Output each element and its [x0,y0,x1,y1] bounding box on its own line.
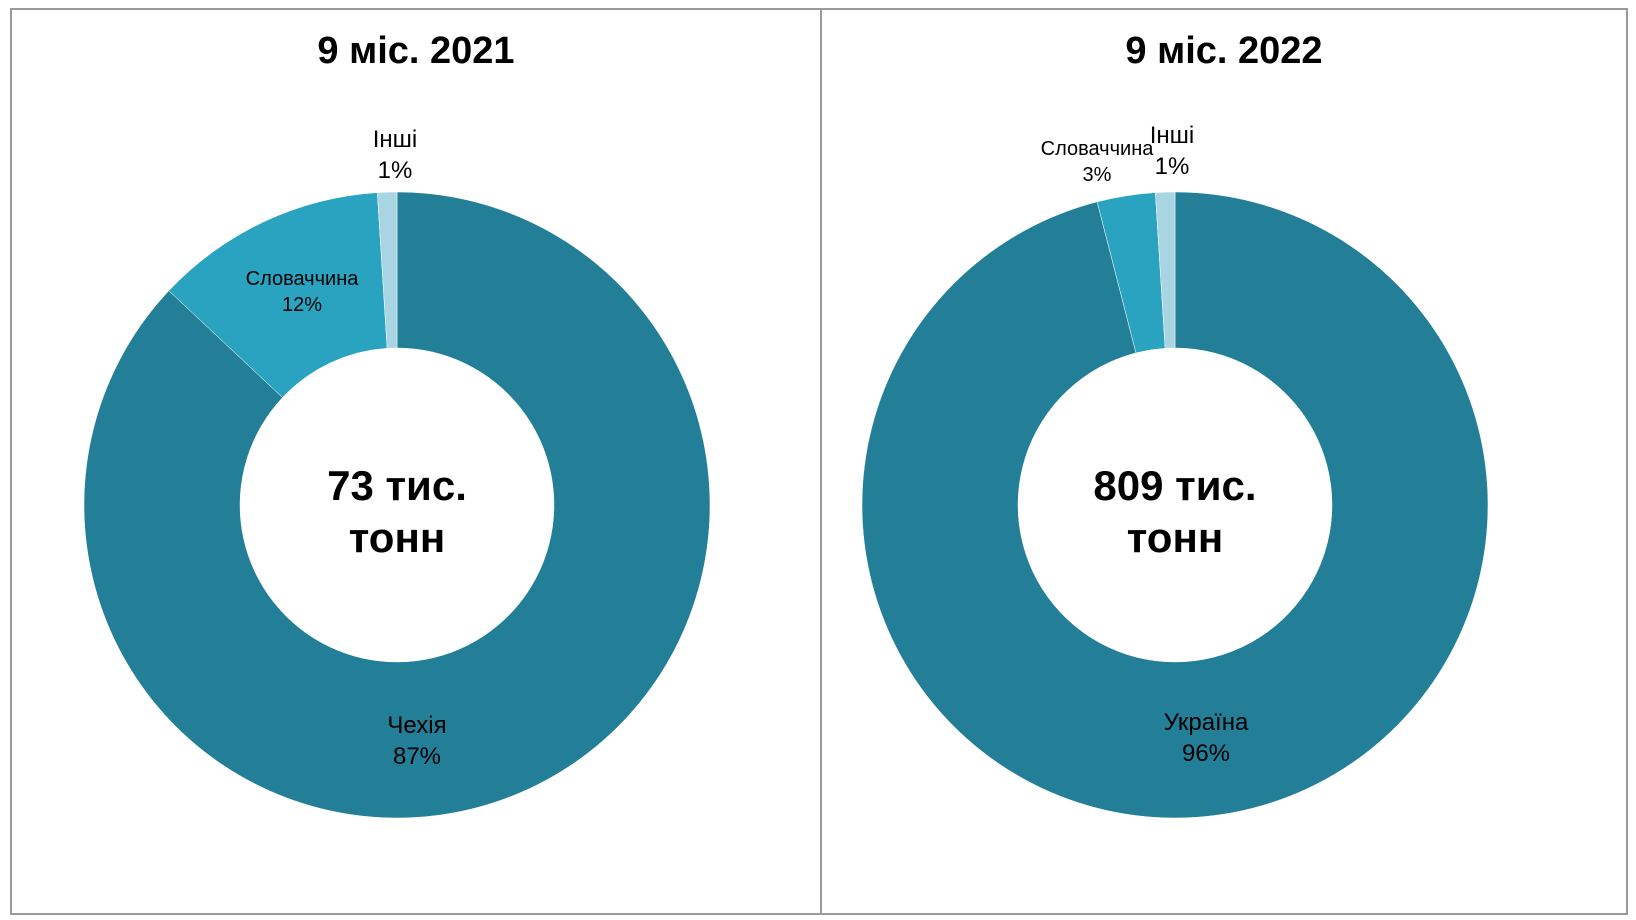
chart-title: 9 міс. 2022 [1125,30,1323,72]
slice-label-slovakia: Словаччина 12% [246,266,359,318]
chart-panel-2022: 9 міс. 2022 809 тис. тонн Україна 96% Сл… [820,8,1628,915]
slice-name: Словаччина [1040,138,1154,160]
slice-label-ukraine: Україна 96% [1164,707,1249,769]
donut-chart-2021 [83,191,711,819]
slice-others [1155,191,1176,349]
center-total-unit: тонн [1126,514,1224,561]
slice-value: 87% [392,743,442,771]
slice-name: Інші [372,126,418,153]
donut-center-total: 809 тис. тонн [1025,460,1325,564]
slice-czechia [83,191,711,819]
chart-title: 9 міс. 2021 [317,30,515,72]
slice-value: 96% [1181,740,1231,768]
donut-chart-2022 [861,191,1489,819]
slice-label-others: Інші 1% [1150,120,1195,182]
slice-label-czechia: Чехія 87% [387,710,446,772]
slice-name: Україна [1163,709,1249,736]
cropped-heading-strip [0,0,1636,6]
slice-value: 1% [377,157,413,185]
slice-label-others: Інші 1% [373,124,418,186]
slice-name: Чехія [387,712,447,739]
slice-others [377,191,398,349]
slice-label-slovakia: Словаччина 3% [1041,136,1154,188]
slice-value: 1% [1154,153,1190,181]
center-total-value: 73 тис. [327,462,467,509]
chart-panel-2021: 9 міс. 2021 73 тис. тонн Чехія 87% Слова… [10,8,822,915]
slice-name: Інші [1149,122,1195,149]
slice-value: 3% [1082,164,1112,186]
slice-name: Словаччина [245,268,359,290]
donut-center-total: 73 тис. тонн [247,460,547,564]
slice-ukraine [861,191,1489,819]
center-total-unit: тонн [348,514,446,561]
slice-slovakia [168,192,388,398]
slice-value: 12% [281,294,323,316]
center-total-value: 809 тис. [1093,462,1257,509]
